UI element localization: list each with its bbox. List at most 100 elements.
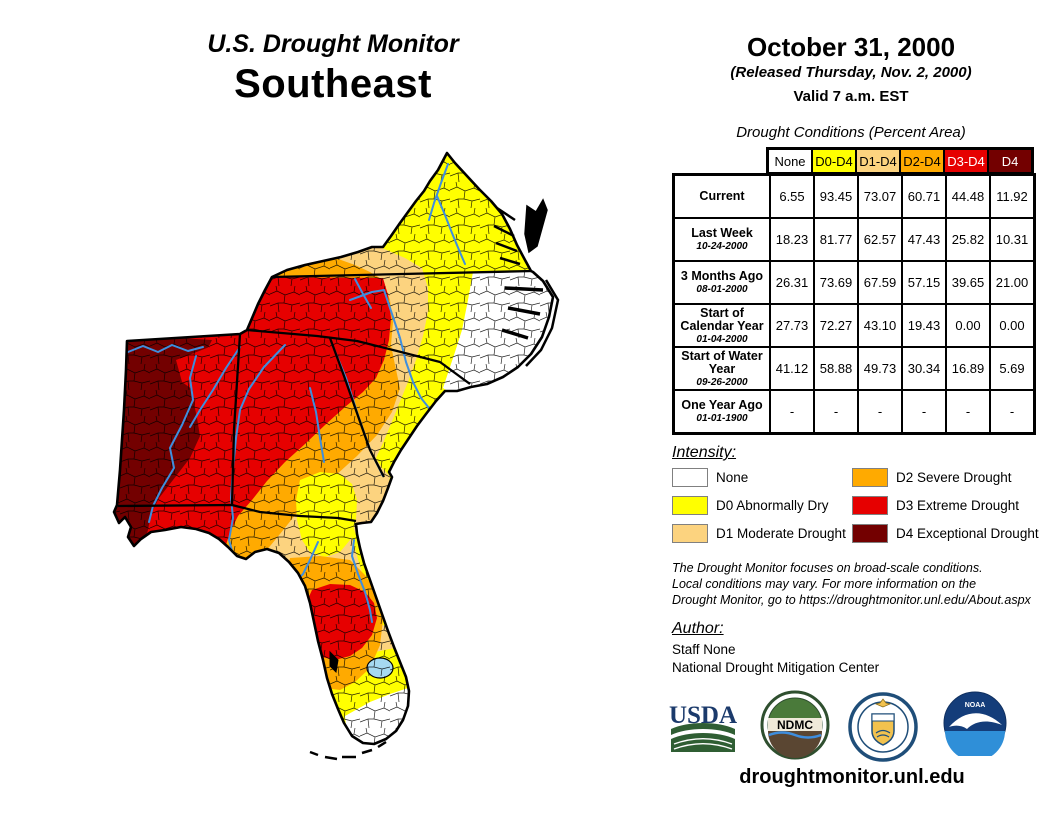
legend-label: D1 Moderate Drought xyxy=(716,526,846,541)
legend-label: D3 Extreme Drought xyxy=(896,498,1020,513)
cell-value: 39.65 xyxy=(946,261,990,304)
table-title: Drought Conditions (Percent Area) xyxy=(736,124,966,141)
cell-value: 5.69 xyxy=(990,347,1034,390)
footer-url: droughtmonitor.unl.edu xyxy=(739,766,965,788)
row-date: 01-01-1900 xyxy=(696,413,748,424)
noaa-logo: NOAA xyxy=(943,691,1007,756)
cell-value: - xyxy=(814,390,858,433)
legend-title: Intensity: xyxy=(672,444,737,461)
col-header-d3-d4: D3-D4 xyxy=(944,149,988,173)
d1-swatch xyxy=(672,524,708,543)
author-title: Author: xyxy=(672,620,724,637)
row-label: Start of Calendar Year xyxy=(680,305,764,333)
cell-value: 57.15 xyxy=(902,261,946,304)
row-label: Current xyxy=(699,189,745,203)
disclaimer-line: Drought Monitor, go to https://droughtmo… xyxy=(672,593,1031,607)
table-row: One Year Ago 01-01-1900 - - - - - - xyxy=(674,390,1034,433)
col-header-d2-d4: D2-D4 xyxy=(900,149,944,173)
legend-label: D4 Exceptional Drought xyxy=(896,526,1039,541)
coastline xyxy=(112,151,555,746)
cell-value: 18.23 xyxy=(770,218,814,261)
author-block: Staff None National Drought Mitigation C… xyxy=(672,641,879,677)
table-row: 3 Months Ago 08-01-2000 26.31 73.69 67.5… xyxy=(674,261,1034,304)
coastal-features xyxy=(309,198,560,761)
author-name: Staff None xyxy=(672,642,736,657)
cell-value: 30.34 xyxy=(902,347,946,390)
legend-col-1: None D0 Abnormally Dry D1 Moderate Droug… xyxy=(672,468,848,552)
table-header-row: None D0-D4 D1-D4 D2-D4 D3-D4 D4 xyxy=(766,147,1034,175)
legend-item: D0 Abnormally Dry xyxy=(672,496,848,515)
noaa-text: NOAA xyxy=(965,702,986,709)
none-swatch xyxy=(672,468,708,487)
county-lines xyxy=(114,153,553,744)
usda-logo: USDA xyxy=(669,702,737,752)
cell-value: 16.89 xyxy=(946,347,990,390)
cell-value: - xyxy=(990,390,1034,433)
cell-value: 25.82 xyxy=(946,218,990,261)
d3-swatch xyxy=(852,496,888,515)
cell-value: 47.43 xyxy=(902,218,946,261)
row-label: Start of Water Year xyxy=(681,348,763,376)
legend-label: None xyxy=(716,470,749,485)
legend-item: D2 Severe Drought xyxy=(852,468,1042,487)
cell-value: 26.31 xyxy=(770,261,814,304)
cell-value: 19.43 xyxy=(902,304,946,347)
valid-time: Valid 7 a.m. EST xyxy=(793,88,909,105)
cell-value: 27.73 xyxy=(770,304,814,347)
ndmc-logo: NDMC xyxy=(760,690,830,760)
cell-value: 73.69 xyxy=(814,261,858,304)
cell-value: 11.92 xyxy=(990,175,1034,218)
cell-value: 43.10 xyxy=(858,304,902,347)
cell-value: 0.00 xyxy=(946,304,990,347)
disclaimer: The Drought Monitor focuses on broad-sca… xyxy=(672,560,1052,608)
commerce-seal xyxy=(848,692,918,762)
cell-value: 81.77 xyxy=(814,218,858,261)
row-date: 09-26-2000 xyxy=(696,376,748,388)
cell-value: 21.00 xyxy=(990,261,1034,304)
table-row: Last Week 10-24-2000 18.23 81.77 62.57 4… xyxy=(674,218,1034,261)
drought-table: Current 6.55 93.45 73.07 60.71 44.48 11.… xyxy=(672,173,1036,435)
legend-item: D1 Moderate Drought xyxy=(672,524,848,543)
map-date: October 31, 2000 xyxy=(746,32,956,62)
cell-value: 67.59 xyxy=(858,261,902,304)
row-date: 01-04-2000 xyxy=(696,333,748,345)
row-date: 08-01-2000 xyxy=(696,284,748,295)
cell-value: 93.45 xyxy=(814,175,858,218)
legend-label: D0 Abnormally Dry xyxy=(716,498,829,513)
cell-value: 49.73 xyxy=(858,347,902,390)
cell-value: 73.07 xyxy=(858,175,902,218)
cell-value: 60.71 xyxy=(902,175,946,218)
row-label: Last Week xyxy=(691,226,753,240)
cell-value: - xyxy=(770,390,814,433)
col-header-d1-d4: D1-D4 xyxy=(856,149,900,173)
cell-value: 72.27 xyxy=(814,304,858,347)
author-org: National Drought Mitigation Center xyxy=(672,660,880,675)
cell-value: 0.00 xyxy=(990,304,1034,347)
release-date: (Released Thursday, Nov. 2, 2000) xyxy=(730,64,972,81)
region-title: Southeast xyxy=(234,62,432,106)
cell-value: - xyxy=(946,390,990,433)
row-date: 10-24-2000 xyxy=(696,241,748,252)
d4-swatch xyxy=(852,524,888,543)
table-row: Start of Calendar Year 01-04-2000 27.73 … xyxy=(674,304,1034,347)
col-header-none: None xyxy=(768,149,812,173)
d0-swatch xyxy=(672,496,708,515)
legend-item: D3 Extreme Drought xyxy=(852,496,1042,515)
cell-value: 10.31 xyxy=(990,218,1034,261)
row-label: 3 Months Ago xyxy=(680,269,764,283)
legend-label: D2 Severe Drought xyxy=(896,470,1012,485)
cell-value: - xyxy=(858,390,902,433)
cell-value: 58.88 xyxy=(814,347,858,390)
col-header-d0-d4: D0-D4 xyxy=(812,149,856,173)
legend-item: D4 Exceptional Drought xyxy=(852,524,1042,543)
col-header-d4: D4 xyxy=(988,149,1032,173)
row-label: One Year Ago xyxy=(681,398,763,412)
table-row: Start of Water Year 09-26-2000 41.12 58.… xyxy=(674,347,1034,390)
report-title: U.S. Drought Monitor xyxy=(207,30,459,58)
legend-col-2: D2 Severe Drought D3 Extreme Drought D4 … xyxy=(852,468,1042,552)
drought-map xyxy=(112,151,560,761)
legend-item: None xyxy=(672,468,848,487)
d2-swatch xyxy=(852,468,888,487)
table-row: Current 6.55 93.45 73.07 60.71 44.48 11.… xyxy=(674,175,1034,218)
